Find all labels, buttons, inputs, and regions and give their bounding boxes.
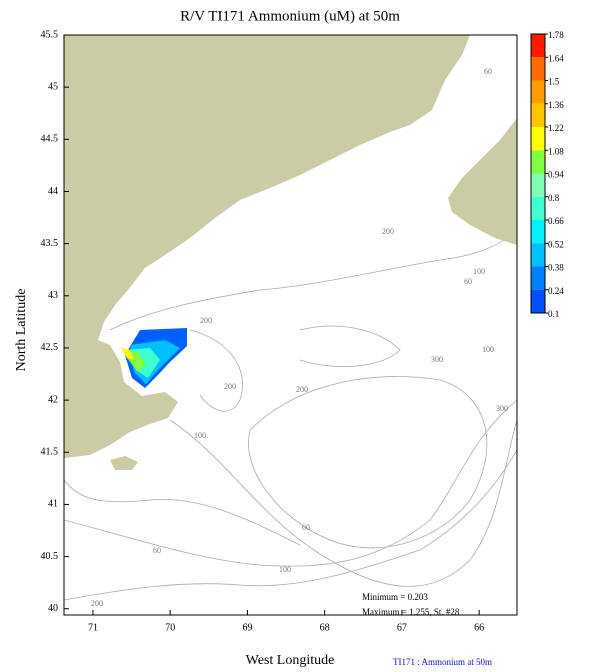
colorbar-label: 1.5: [548, 77, 560, 87]
x-tick-label: 68: [320, 622, 330, 633]
contour-label: 200: [224, 382, 236, 391]
contour-label: 300: [431, 355, 443, 364]
y-tick-label: 42: [48, 394, 58, 405]
land: [110, 456, 138, 470]
colorbar-swatch: [531, 196, 545, 220]
y-tick-label: 45: [48, 81, 58, 92]
colorbar-swatch: [531, 127, 545, 151]
colorbar-swatch: [531, 220, 545, 244]
x-axis-label: West Longitude: [246, 653, 335, 668]
contour-label: 100: [473, 267, 485, 276]
colorbar-label: 0.8: [548, 193, 560, 203]
y-tick-label: 41.5: [41, 447, 59, 458]
colorbar-label: 0.66: [548, 216, 564, 226]
plot-frame: [63, 34, 518, 616]
contour-line: [189, 329, 243, 412]
colorbar-label: 1.64: [548, 53, 564, 63]
colorbar-swatch: [531, 289, 545, 313]
contour-line: [169, 419, 517, 587]
colorbar-label: 1.78: [548, 30, 564, 40]
contour-line: [299, 325, 401, 367]
contour-label: 60: [153, 546, 161, 555]
colorbar-label: 1.22: [548, 123, 564, 133]
colorbar-swatch: [531, 173, 545, 197]
contour-label: 100: [482, 345, 494, 354]
colorbar-swatch: [531, 34, 545, 58]
footer: TI171 : Ammonium at 50m: [393, 657, 492, 667]
y-tick-label: 43: [48, 290, 58, 301]
y-tick-label: 40.5: [41, 551, 59, 562]
colorbar-swatch: [531, 150, 545, 174]
y-tick-label: 40: [48, 603, 58, 614]
y-tick-label: 44.5: [41, 134, 59, 145]
map-layers: [64, 35, 517, 601]
x-tick-label: 69: [242, 622, 252, 633]
land: [448, 118, 517, 245]
colorbar-swatch: [531, 57, 545, 81]
contour-label: 100: [279, 565, 291, 574]
colorbar-label: 0.38: [548, 263, 564, 273]
contour-label: 60: [484, 67, 492, 76]
colorbar-label: 0.52: [548, 239, 564, 249]
colorbar-swatch: [531, 243, 545, 267]
contour-label: 100: [194, 431, 206, 440]
contour-label: 60: [464, 277, 472, 286]
colorbar-label: 0.1: [548, 309, 559, 319]
y-tick-label: 42.5: [41, 342, 59, 353]
y-tick-label: 45.5: [41, 29, 59, 40]
colorbar-label: 0.24: [548, 286, 564, 296]
annotation: Maximum = 1.255, St. #28: [362, 607, 460, 617]
map-title: R/V TI171 Ammonium (uM) at 50m: [180, 8, 400, 24]
contour-label: 200: [296, 385, 308, 394]
contour-line: [64, 479, 301, 546]
y-tick-label: 44: [48, 186, 58, 197]
colorbar-label: 1.36: [548, 100, 564, 110]
land: [64, 35, 470, 458]
data-field: [121, 348, 134, 360]
x-tick-label: 71: [88, 622, 98, 633]
x-tick-label: 67: [397, 622, 407, 633]
annotation: Minimum = 0.203: [362, 592, 428, 602]
contour-label: 200: [200, 316, 212, 325]
contour-line: [248, 376, 488, 549]
contour-label: 200: [382, 227, 394, 236]
colorbar-label: 0.94: [548, 170, 564, 180]
contour-line: [64, 399, 517, 567]
contour-label: 200: [91, 599, 103, 608]
y-tick-label: 41: [48, 499, 58, 510]
y-axis-label: North Latitude: [14, 289, 29, 372]
contour-line: [109, 229, 517, 331]
y-tick-label: 43.5: [41, 238, 59, 249]
contour-label: 300: [496, 404, 508, 413]
x-tick-label: 66: [474, 622, 484, 633]
colorbar-swatch: [531, 103, 545, 127]
contour-label: 60: [302, 523, 310, 532]
colorbar-swatch: [531, 80, 545, 104]
contour-line: [64, 449, 517, 601]
x-tick-label: 70: [165, 622, 175, 633]
colorbar-label: 1.08: [548, 146, 564, 156]
colorbar-swatch: [531, 266, 545, 290]
